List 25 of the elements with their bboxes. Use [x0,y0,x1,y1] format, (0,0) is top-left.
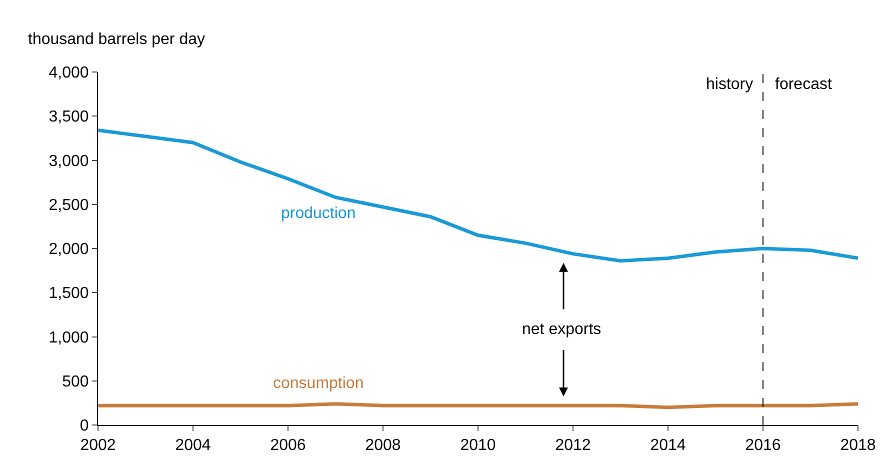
y-axis-title: thousand barrels per day [28,31,205,48]
annotation: net exports [522,321,602,338]
x-tick-label: 2012 [555,437,591,454]
x-tick-label: 2004 [175,437,211,454]
y-tick-label: 3,500 [48,108,89,126]
x-tick-label: 2010 [460,437,496,454]
series-label: consumption [273,375,364,392]
x-tick-label: 2016 [745,437,781,454]
y-tick-label: 2,500 [48,196,89,214]
x-tick-label: 2014 [650,437,686,454]
x-tick-label: 2008 [365,437,401,454]
y-tick-label: 0 [80,418,89,435]
x-tick-label: 2002 [80,437,116,454]
x-tick-label: 2018 [840,437,876,454]
y-tick-label: 3,000 [48,152,89,170]
series-label: production [281,205,356,222]
x-tick-label: 2006 [270,437,306,454]
y-tick-label: 4,000 [48,64,89,82]
line-series [98,128,858,263]
y-tick-label: 1,500 [48,285,89,302]
ref-line-label: history [706,76,754,93]
y-tick-label: 500 [62,373,89,390]
y-tick-label: 2,000 [48,241,89,258]
y-tick-label: 1,000 [48,329,89,346]
annotation: forecast [775,76,832,93]
